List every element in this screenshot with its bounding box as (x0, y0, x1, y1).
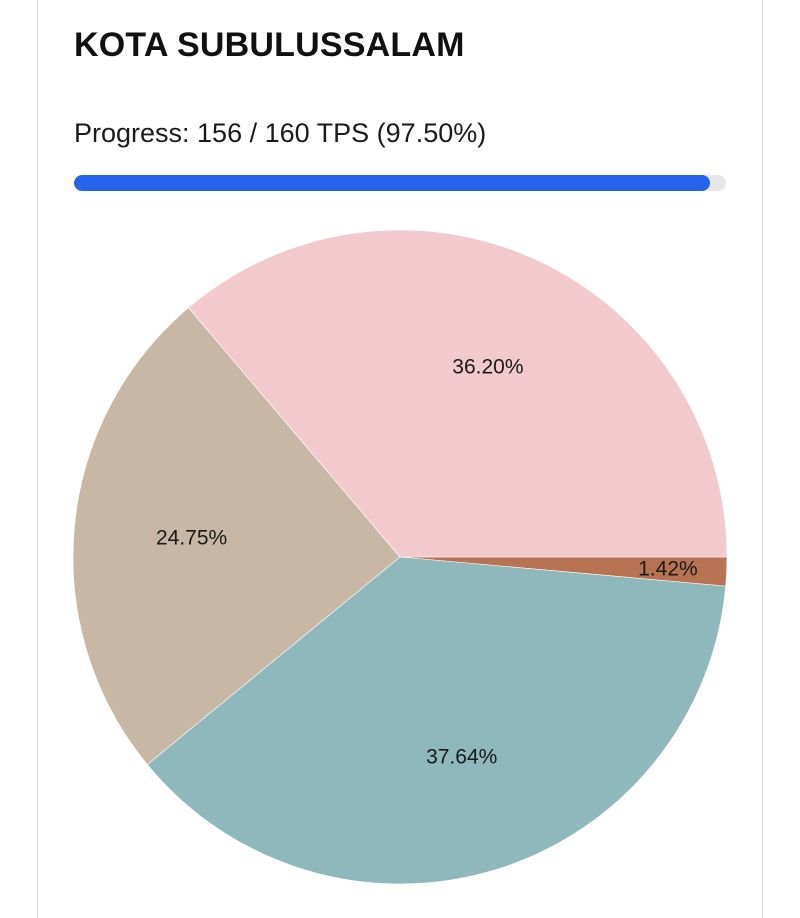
pie-slice-37-64[interactable] (146, 556, 727, 885)
pie-label-36-20: 36.20% (452, 356, 523, 379)
pie-label-1-42: 1.42% (638, 558, 698, 581)
pie-label-37-64: 37.64% (426, 746, 497, 769)
pie-slice-24-75[interactable] (72, 307, 401, 765)
progress-bar-fill (74, 175, 710, 191)
pie-chart: 1.42% 37.64% 24.75% 36.20% (72, 229, 728, 885)
pie-slice-36-20[interactable] (188, 229, 728, 558)
progress-label: Progress: 156 / 160 TPS (97.50%) (74, 118, 487, 148)
progress-bar (74, 175, 726, 191)
page-title: KOTA SUBULUSSALAM (74, 26, 465, 64)
pie-label-24-75: 24.75% (156, 527, 227, 550)
